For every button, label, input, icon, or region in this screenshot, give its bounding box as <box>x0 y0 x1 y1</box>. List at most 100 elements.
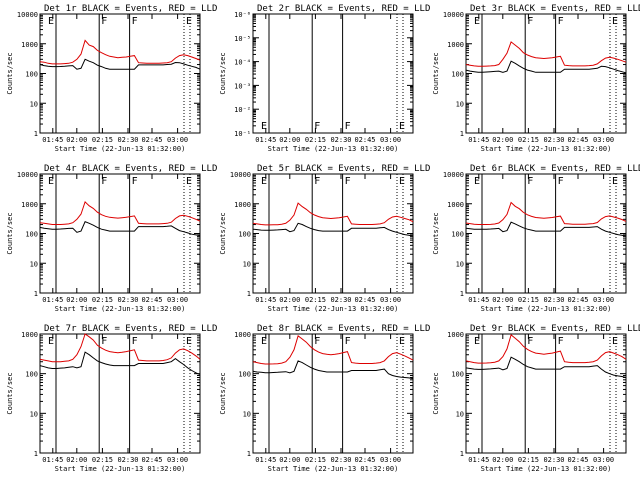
y-tick-label: 10 <box>30 100 38 108</box>
x-tick-label: 02:45 <box>354 136 375 144</box>
marker-label: E <box>186 16 192 27</box>
series-line-lld <box>465 41 627 67</box>
x-tick-label: 02:00 <box>279 136 300 144</box>
marker-label: E <box>48 336 54 347</box>
chart-title: Det 6r BLACK = Events, RED = LLD <box>470 164 640 174</box>
marker-label: E <box>612 176 618 187</box>
plot-frame <box>39 173 201 294</box>
marker-label: F <box>101 176 107 187</box>
x-tick-label: 02:15 <box>305 296 326 304</box>
marker-label: F <box>527 176 533 187</box>
y-tick-label: 10⁻² <box>234 106 251 114</box>
chart-title: Det 9r BLACK = Events, RED = LLD <box>470 324 640 334</box>
y-tick-label: 1 <box>460 130 464 138</box>
marker-label: F <box>132 336 138 347</box>
x-axis-label: Start Time (22-Jun-13 01:32:00) <box>481 305 612 313</box>
x-tick-label: 02:30 <box>543 296 564 304</box>
x-tick-label: 02:00 <box>66 456 87 464</box>
y-tick-label: 1 <box>460 450 464 458</box>
chart-title: Det 7r BLACK = Events, RED = LLD <box>44 324 217 334</box>
y-axis-label: Counts/sec <box>219 212 227 254</box>
y-axis-label: Counts/sec <box>6 212 14 254</box>
chart-panel-det4: Det 4r BLACK = Events, RED = LLD 1 10 100 10… <box>6 164 217 313</box>
x-tick-label: 02:00 <box>492 296 513 304</box>
x-tick-label: 02:30 <box>117 136 138 144</box>
y-tick-label: 10 <box>30 260 38 268</box>
plot-frame <box>39 13 201 134</box>
x-tick-label: 02:45 <box>567 296 588 304</box>
y-tick-label: 10 <box>456 410 464 418</box>
marker-label: E <box>186 176 192 187</box>
marker-label: E <box>48 176 54 187</box>
marker-label: E <box>474 16 480 27</box>
chart-title: Det 2r BLACK = Events, RED = LLD <box>257 4 430 14</box>
marker-label: F <box>101 336 107 347</box>
marker-label: F <box>558 336 564 347</box>
marker-label: F <box>101 16 107 27</box>
x-tick-label: 01:45 <box>42 456 63 464</box>
x-tick-label: 02:45 <box>141 296 162 304</box>
series-line-events <box>252 222 414 237</box>
chart-panel-det7: Det 7r BLACK = Events, RED = LLD 1 10 100 10… <box>6 324 217 473</box>
x-tick-label: 02:45 <box>141 456 162 464</box>
marker-label: F <box>132 176 138 187</box>
marker-label: F <box>558 16 564 27</box>
x-tick-label: 03:00 <box>380 296 401 304</box>
y-axis-label: Counts/sec <box>432 52 440 94</box>
y-tick-label: 10 <box>243 260 251 268</box>
plot-frame <box>252 13 414 134</box>
x-tick-label: 01:45 <box>255 456 276 464</box>
y-tick-label: 100 <box>451 231 464 239</box>
y-axis-label: Counts/sec <box>432 212 440 254</box>
series-line-events <box>465 60 627 74</box>
marker-label: F <box>314 176 320 187</box>
x-tick-label: 02:45 <box>354 456 375 464</box>
marker-label: E <box>399 121 405 132</box>
series-line-lld <box>39 39 201 65</box>
x-tick-label: 02:30 <box>543 456 564 464</box>
marker-label: E <box>399 176 405 187</box>
x-tick-label: 02:15 <box>92 136 113 144</box>
x-tick-label: 01:45 <box>42 296 63 304</box>
series-line-lld <box>252 334 414 365</box>
plot-frame <box>252 173 414 294</box>
chart-title: Det 1r BLACK = Events, RED = LLD <box>44 4 217 14</box>
x-tick-label: 02:45 <box>141 136 162 144</box>
chart-panel-det9: Det 9r BLACK = Events, RED = LLD 1 10 100 10… <box>432 324 640 473</box>
y-tick-label: 100 <box>451 71 464 79</box>
chart-title: Det 4r BLACK = Events, RED = LLD <box>44 164 217 174</box>
x-tick-label: 02:30 <box>330 296 351 304</box>
marker-label: F <box>314 336 320 347</box>
y-tick-label: 1 <box>34 290 38 298</box>
x-tick-label: 02:15 <box>92 296 113 304</box>
x-tick-label: 02:00 <box>279 296 300 304</box>
y-axis-label: Counts/sec <box>219 52 227 94</box>
x-axis-label: Start Time (22-Jun-13 01:32:00) <box>481 145 612 153</box>
y-tick-label: 1 <box>34 450 38 458</box>
marker-label: F <box>132 16 138 27</box>
x-tick-label: 01:45 <box>468 456 489 464</box>
y-tick-label: 10000 <box>17 171 38 179</box>
x-tick-label: 02:00 <box>492 456 513 464</box>
series-line-events <box>39 58 201 70</box>
x-tick-label: 02:00 <box>66 136 87 144</box>
x-tick-label: 02:00 <box>279 456 300 464</box>
series-line-lld <box>39 333 201 363</box>
marker-label: F <box>345 176 351 187</box>
x-tick-label: 01:45 <box>255 136 276 144</box>
marker-label: E <box>48 16 54 27</box>
x-tick-label: 01:45 <box>42 136 63 144</box>
chart-title: Det 8r BLACK = Events, RED = LLD <box>257 324 430 334</box>
x-tick-label: 01:45 <box>255 296 276 304</box>
chart-title: Det 5r BLACK = Events, RED = LLD <box>257 164 430 174</box>
x-tick-label: 02:45 <box>567 136 588 144</box>
marker-label: F <box>345 336 351 347</box>
x-tick-label: 02:00 <box>66 296 87 304</box>
x-tick-label: 02:30 <box>330 136 351 144</box>
x-axis-label: Start Time (22-Jun-13 01:32:00) <box>55 465 186 473</box>
x-axis-label: Start Time (22-Jun-13 01:32:00) <box>268 305 399 313</box>
series-line-events <box>252 360 414 380</box>
plot-frame <box>465 333 627 454</box>
series-line-lld <box>465 334 627 364</box>
plot-frame <box>39 333 201 454</box>
